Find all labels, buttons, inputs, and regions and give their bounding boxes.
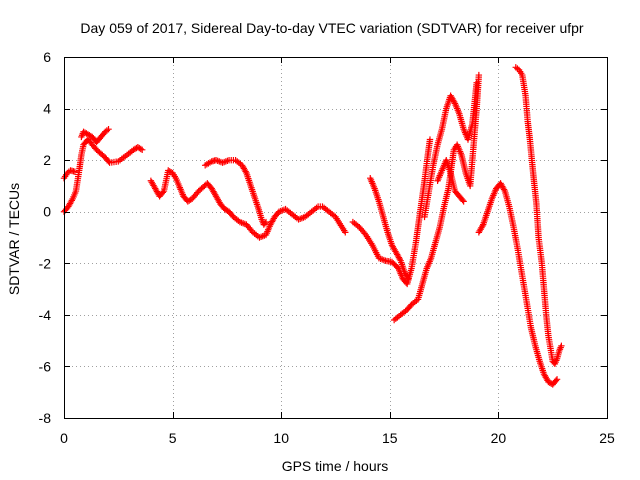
series-arc-11	[475, 180, 561, 388]
y-tick-label: 2	[43, 152, 51, 168]
x-tick-label: 5	[169, 430, 177, 446]
data-point	[473, 79, 480, 86]
x-tick-label: 20	[491, 430, 507, 446]
series-arc-1	[60, 136, 146, 215]
y-tick-label: -6	[39, 358, 52, 374]
data-point	[459, 196, 466, 204]
series-arc-9	[421, 79, 480, 221]
y-tick-label: -4	[39, 307, 52, 323]
tick-labels: 0 5 10 15 20 25 -8 -6 -4 -2 0 2 4 6	[39, 49, 615, 446]
series-arc-6	[349, 136, 434, 288]
data-point	[553, 376, 561, 383]
data-marks	[60, 64, 565, 388]
data-point	[475, 71, 483, 79]
series-arc-4	[147, 167, 349, 241]
data-point	[405, 275, 412, 282]
data-point	[426, 136, 434, 143]
data-point	[460, 198, 467, 205]
y-tick-label: 4	[43, 101, 51, 117]
data-point	[159, 189, 167, 196]
series-arc-3	[78, 126, 112, 146]
data-point	[558, 342, 565, 349]
chart-title: Day 059 of 2017, Sidereal Day-to-day VTE…	[80, 20, 584, 36]
y-axis-label: SDTVAR / TECUs	[6, 183, 22, 295]
data-point	[262, 218, 270, 226]
series-arc-10	[434, 156, 467, 205]
series-arc-7	[367, 174, 412, 282]
data-point	[138, 146, 146, 154]
x-axis-label: GPS time / hours	[282, 458, 389, 474]
x-tick-label: 10	[273, 430, 289, 446]
data-point	[378, 256, 386, 263]
data-point	[259, 233, 266, 240]
data-point	[105, 126, 112, 133]
series-arc-5	[201, 156, 270, 228]
x-tick-label: 15	[382, 430, 398, 446]
y-tick-label: 0	[43, 204, 51, 220]
x-tick-label: 0	[60, 430, 68, 446]
x-tick-label: 25	[599, 430, 615, 446]
series-arc-12	[512, 64, 565, 368]
y-tick-label: -2	[39, 255, 52, 271]
grid-lines	[64, 57, 607, 418]
y-tick-label: 6	[43, 49, 51, 65]
data-point	[552, 377, 560, 384]
data-point	[71, 168, 79, 175]
data-point	[222, 158, 230, 165]
data-point	[342, 229, 349, 236]
data-point	[261, 220, 269, 227]
data-point	[216, 158, 223, 165]
axis-ticks	[64, 57, 608, 419]
data-point	[137, 145, 144, 153]
y-tick-label: -8	[39, 410, 52, 426]
data-point	[105, 158, 112, 165]
plot-frame	[64, 57, 608, 419]
